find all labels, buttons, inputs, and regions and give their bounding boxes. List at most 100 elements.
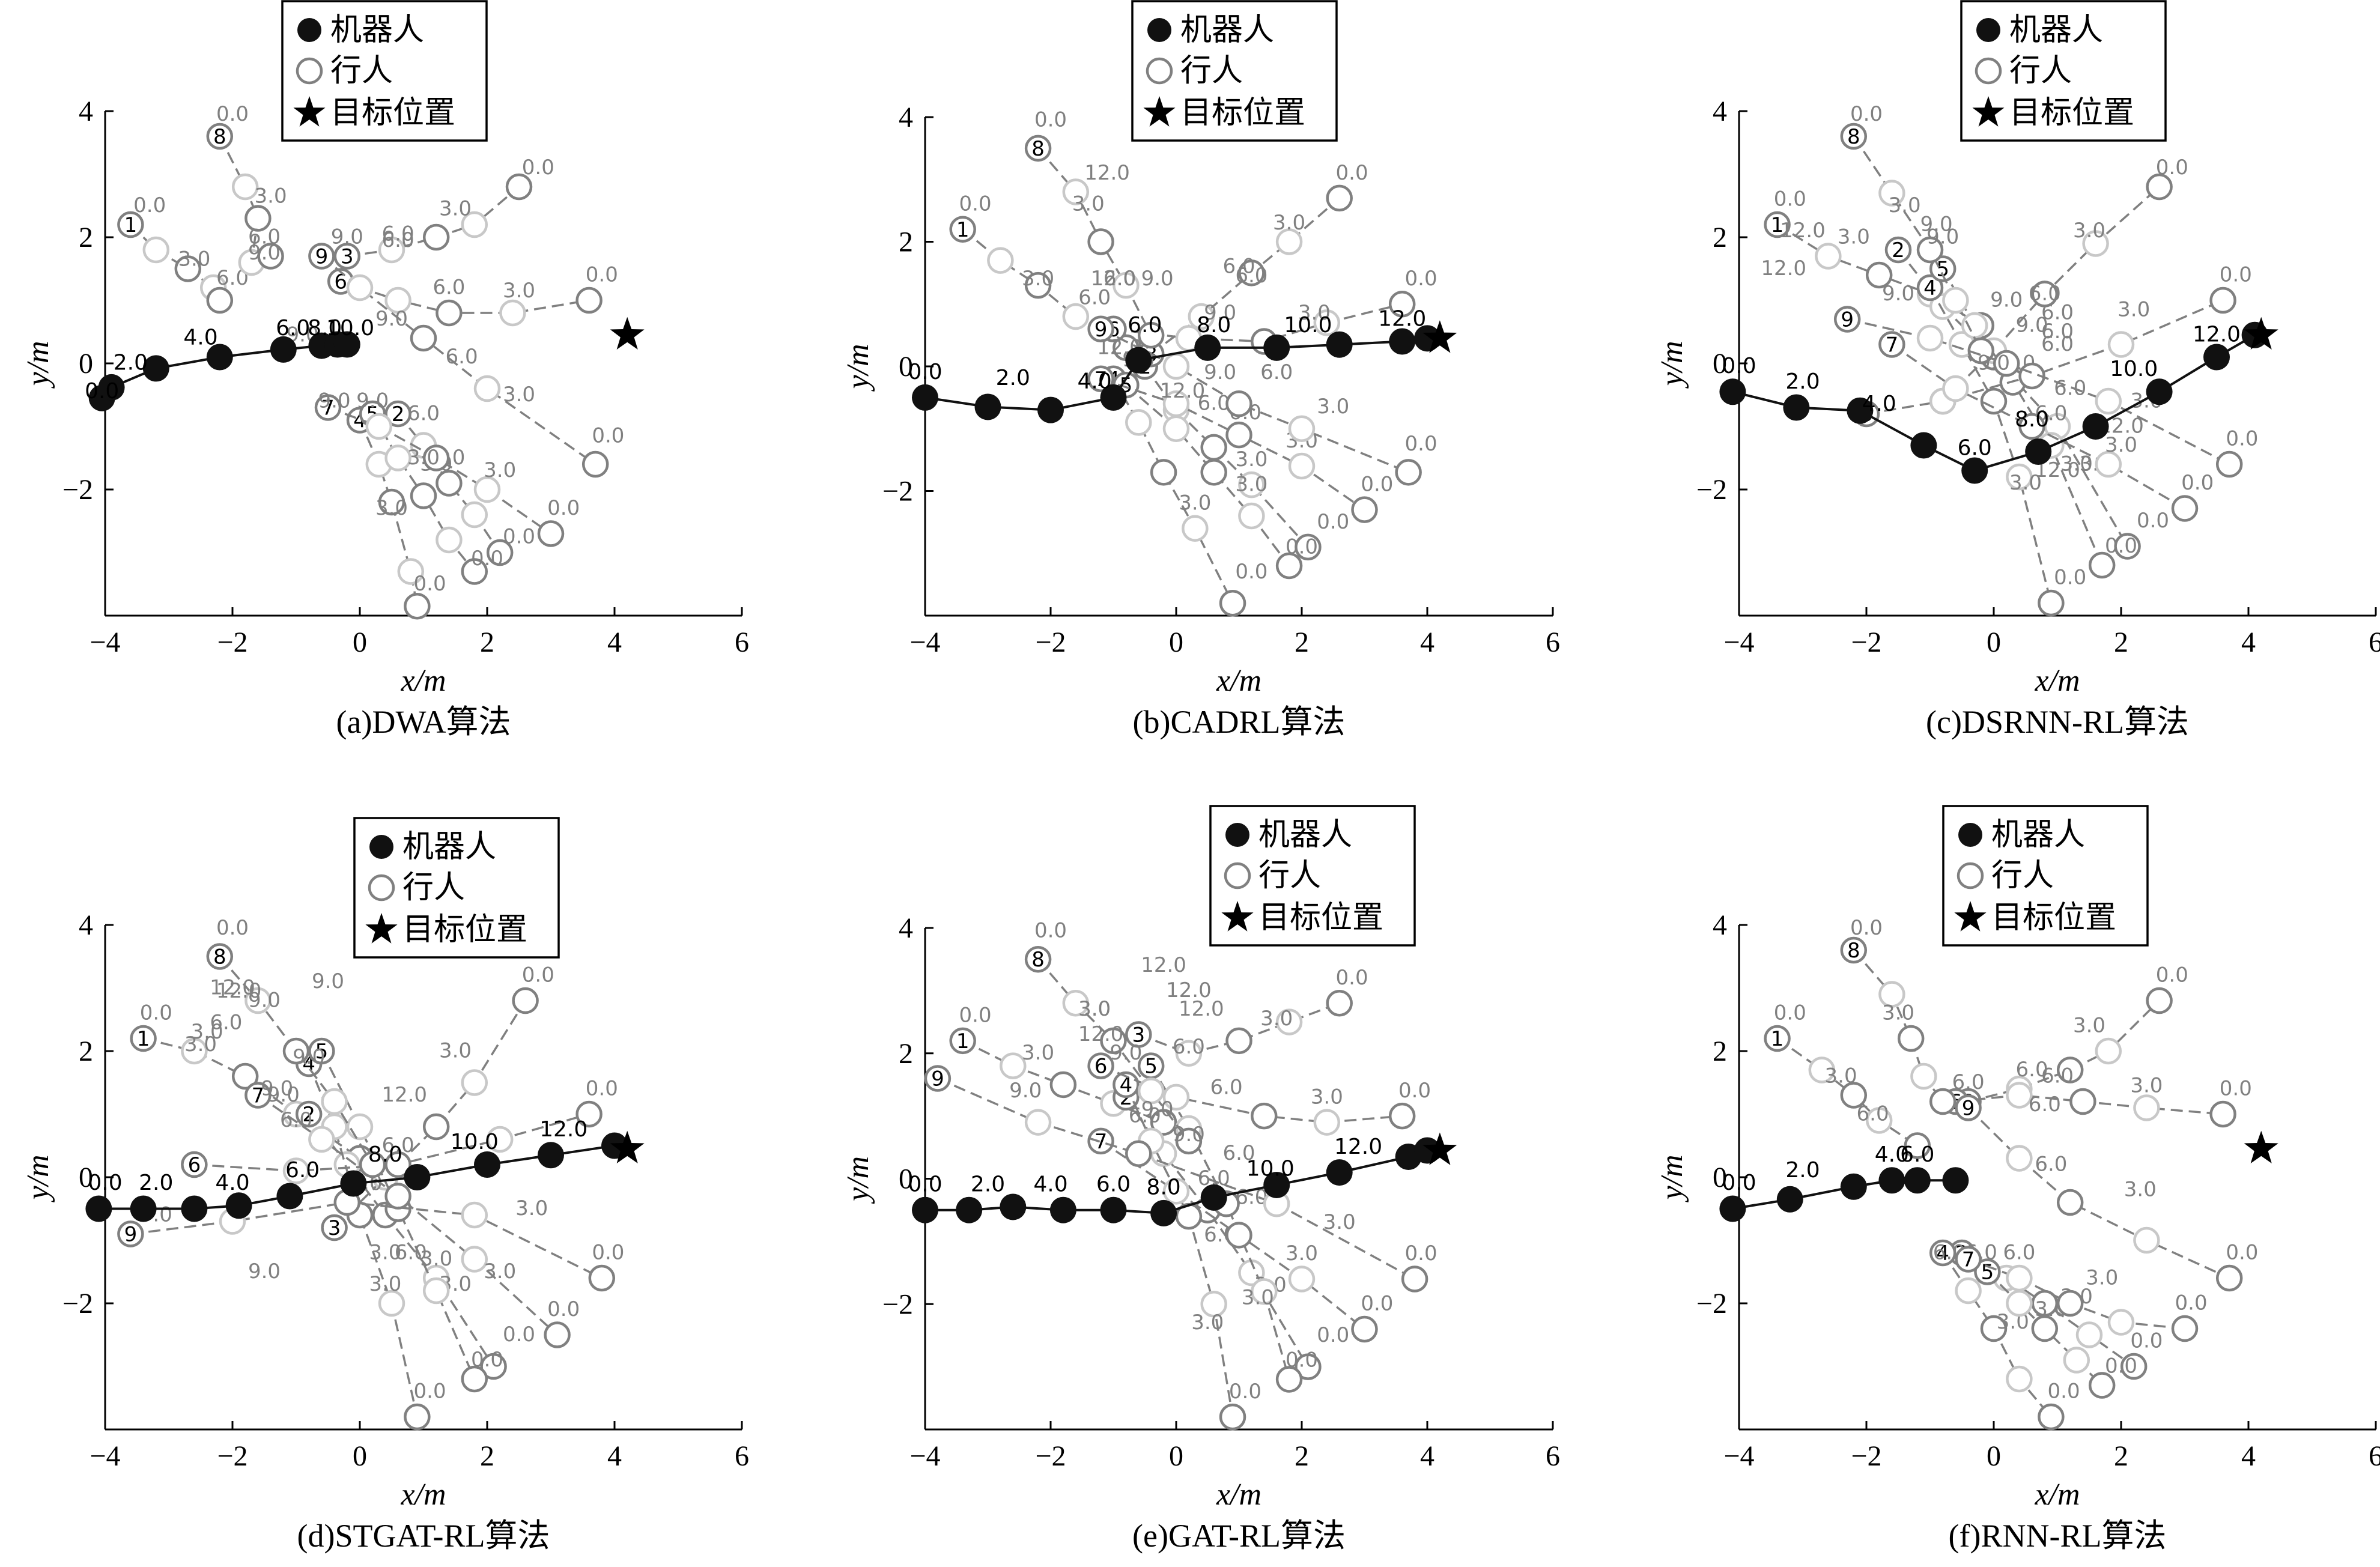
pedestrian-position xyxy=(1188,303,1215,330)
pedestrian-time-label: 3.0 xyxy=(2073,1014,2105,1038)
pedestrian-4-trajectory: 4 0.0 3.0 xyxy=(1113,1071,1261,1431)
legend-goal-label: 目标位置 xyxy=(1258,901,1383,935)
pedestrian-time-label: 6.0 xyxy=(1222,254,1255,278)
pedestrian-position xyxy=(1100,1027,1127,1055)
pedestrian-time-label: 0.0 xyxy=(1774,1001,1806,1025)
pedestrian-time-label: 12.0 xyxy=(1166,978,1212,1002)
goal-star xyxy=(1422,1132,1457,1165)
robot-time-label: 6.0 xyxy=(276,316,310,341)
pedestrian-position xyxy=(2120,1353,2148,1380)
pedestrian-position xyxy=(1024,271,1052,299)
pedestrian-time-label: 3.0 xyxy=(255,184,287,208)
pedestrian-position xyxy=(1162,353,1190,380)
pedestrian-position xyxy=(2056,1290,2084,1317)
panel-caption: (c)DSRNN-RL算法 xyxy=(1926,704,2189,740)
robot-time-label: 2.0 xyxy=(1785,1158,1820,1183)
pedestrian-time-label: 3.0 xyxy=(1191,1311,1224,1335)
pedestrian-time-label: 9.0 xyxy=(1926,225,1959,249)
pedestrian-time-label: 12.0 xyxy=(210,976,255,1000)
robot-position xyxy=(1263,334,1290,361)
pedestrian-5-trajectory: 50.03.0 xyxy=(1113,371,1318,580)
pedestrian-time-label: 9.0 xyxy=(1920,213,1953,237)
pedestrian-position xyxy=(422,223,450,251)
pedestrian-9-trajectory: 9 0.0 3.0 6.0 6.0 xyxy=(1955,1093,2258,1292)
pedestrian-6-trajectory: 6 0.0 12.0 xyxy=(181,1077,618,1184)
pedestrian-position xyxy=(1955,1277,1982,1305)
x-axis-label: x/m xyxy=(400,1478,446,1512)
x-tick-label: 2 xyxy=(480,626,494,658)
pedestrian-position xyxy=(2038,1403,2065,1431)
legend-robot-marker xyxy=(1958,823,1982,847)
pedestrian-time-label: 6.0 xyxy=(1235,264,1267,288)
robot-position xyxy=(1100,384,1127,411)
pedestrian-time-label: 3.0 xyxy=(1273,211,1305,235)
pedestrian-time-label: 3.0 xyxy=(1889,193,1921,217)
pedestrian-time-label: 9.0 xyxy=(356,389,389,413)
robot-position xyxy=(1037,396,1064,423)
pedestrian-time-label: 9.0 xyxy=(1204,360,1236,384)
robot-position xyxy=(225,1192,252,1219)
pedestrian-id-label: 8 xyxy=(1847,125,1860,149)
pedestrian-position xyxy=(410,482,437,509)
pedestrian-time-label: 3.0 xyxy=(1235,473,1267,497)
x-tick-label: 4 xyxy=(2241,626,2256,658)
pedestrian-position xyxy=(2056,1056,2084,1084)
pedestrian-time-label: 12.0 xyxy=(1780,219,1826,243)
robot-position xyxy=(1263,1171,1290,1198)
pedestrian-time-label: 0.0 xyxy=(503,524,535,548)
y-tick-label: 0 xyxy=(899,1163,913,1195)
pedestrian-id-label: 1 xyxy=(956,218,970,242)
pedestrian-time-label: 3.0 xyxy=(2105,433,2137,457)
pedestrian-id-label: 8 xyxy=(1031,948,1045,972)
pedestrian-position xyxy=(397,558,425,585)
pedestrian-position xyxy=(1878,331,1905,358)
pedestrian-time-label: 6.0 xyxy=(2035,1153,2067,1177)
pedestrian-8-trajectory: 8 0.0 3.0 6.0 xyxy=(1024,108,1165,349)
pedestrian-time-label: 3.0 xyxy=(2086,1266,2118,1290)
pedestrian-position xyxy=(575,286,603,314)
pedestrian-position xyxy=(1897,1025,1925,1052)
y-tick-label: −2 xyxy=(882,1288,913,1320)
pedestrian-time-label: 9.0 xyxy=(318,389,351,413)
pedestrian-id-label: 8 xyxy=(213,125,226,149)
pedestrian-time-label: 3.0 xyxy=(2073,219,2105,243)
pedestrian-position xyxy=(206,286,234,314)
pedestrian-path xyxy=(1112,378,1234,604)
goal-star xyxy=(610,1130,645,1163)
panel-caption: (f)RNN-RL算法 xyxy=(1949,1518,2167,1554)
pedestrian-time-label: 3.0 xyxy=(1022,267,1054,291)
x-tick-label: 4 xyxy=(607,626,622,658)
pedestrian-time-label: 3.0 xyxy=(1882,1001,1914,1025)
pedestrian-time-label: 9.0 xyxy=(375,307,408,331)
y-axis-label: y/m xyxy=(841,1156,875,1204)
x-tick-label: 4 xyxy=(607,1440,622,1472)
y-tick-label: 0 xyxy=(1713,1162,1727,1193)
robot-position xyxy=(98,374,125,401)
pedestrian-time-label: 3.0 xyxy=(184,1032,217,1056)
robot-trajectory: 0.02.04.06.08.010.012.0 xyxy=(1719,321,2268,484)
pedestrian-position xyxy=(499,299,526,327)
pedestrian-position xyxy=(1878,981,1905,1008)
robot-time-label: 8.0 xyxy=(2015,407,2049,432)
pedestrian-time-label: 3.0 xyxy=(178,247,210,271)
pedestrian-position xyxy=(2133,1094,2160,1121)
pedestrian-position xyxy=(181,1037,208,1065)
robot-position xyxy=(404,1164,431,1190)
pedestrian-position xyxy=(2095,450,2122,478)
goal-star xyxy=(1422,320,1457,353)
legend-goal-marker xyxy=(365,913,398,944)
robot-time-label: 4.0 xyxy=(1875,1142,1909,1167)
pedestrian-time-label: 9.0 xyxy=(248,1259,281,1284)
pedestrian-id-label: 6 xyxy=(188,1153,201,1177)
pedestrian-position xyxy=(422,444,450,471)
pedestrian-position xyxy=(1401,1265,1428,1293)
y-tick-label: −2 xyxy=(62,1288,93,1320)
pedestrian-time-label: 9.0 xyxy=(1141,267,1174,291)
legend-robot-marker xyxy=(1225,823,1249,847)
robot-time-label: 12.0 xyxy=(1334,1135,1382,1159)
pedestrian-time-label: 0.0 xyxy=(592,1241,624,1265)
pedestrian-position xyxy=(1125,409,1152,436)
legend-robot-marker xyxy=(369,835,393,859)
robot-position xyxy=(974,393,1001,420)
pedestrian-position xyxy=(1942,286,1969,314)
